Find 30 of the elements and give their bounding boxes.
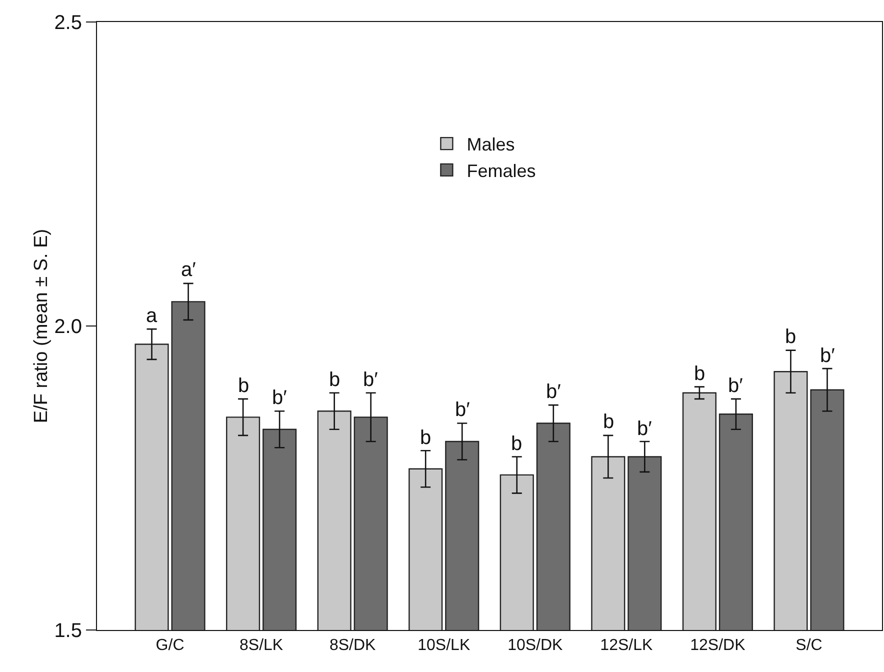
y-axis-title: E/F ratio (mean ± S. E) (31, 228, 52, 424)
y-tick-label: 2.0 (54, 316, 82, 338)
annotation: b (238, 375, 250, 397)
annotation: b′ (546, 381, 562, 403)
annotation: b (511, 433, 522, 455)
x-tick-label: 8S/LK (240, 637, 284, 654)
y-tick-label: 2.5 (54, 12, 82, 34)
legend-label: Males (466, 134, 515, 155)
annotation: b′ (455, 399, 470, 421)
annotation: a′ (181, 259, 196, 281)
annotation: a (146, 305, 158, 327)
annotation: b′ (637, 418, 652, 440)
annotation: b′ (363, 369, 378, 391)
annotation: b (694, 363, 706, 385)
annotation: b′ (820, 345, 836, 367)
annotation: b (420, 427, 432, 449)
x-tick-label: G/C (156, 637, 184, 654)
annotation: b′ (272, 387, 288, 409)
y-tick-label: 1.5 (54, 620, 82, 642)
x-tick-label: S/C (796, 637, 822, 654)
annotation: b (785, 326, 796, 348)
legend-label: Females (466, 160, 536, 181)
annotation: b (603, 411, 614, 433)
annotation: b (329, 369, 340, 391)
x-tick-label: 10S/LK (418, 637, 470, 654)
x-tick-label: 12S/LK (600, 637, 653, 654)
x-tick-label: 12S/DK (690, 637, 746, 654)
annotation: b′ (728, 375, 744, 397)
x-tick-label: 10S/DK (508, 637, 564, 654)
x-tick-label: 8S/DK (329, 637, 376, 654)
